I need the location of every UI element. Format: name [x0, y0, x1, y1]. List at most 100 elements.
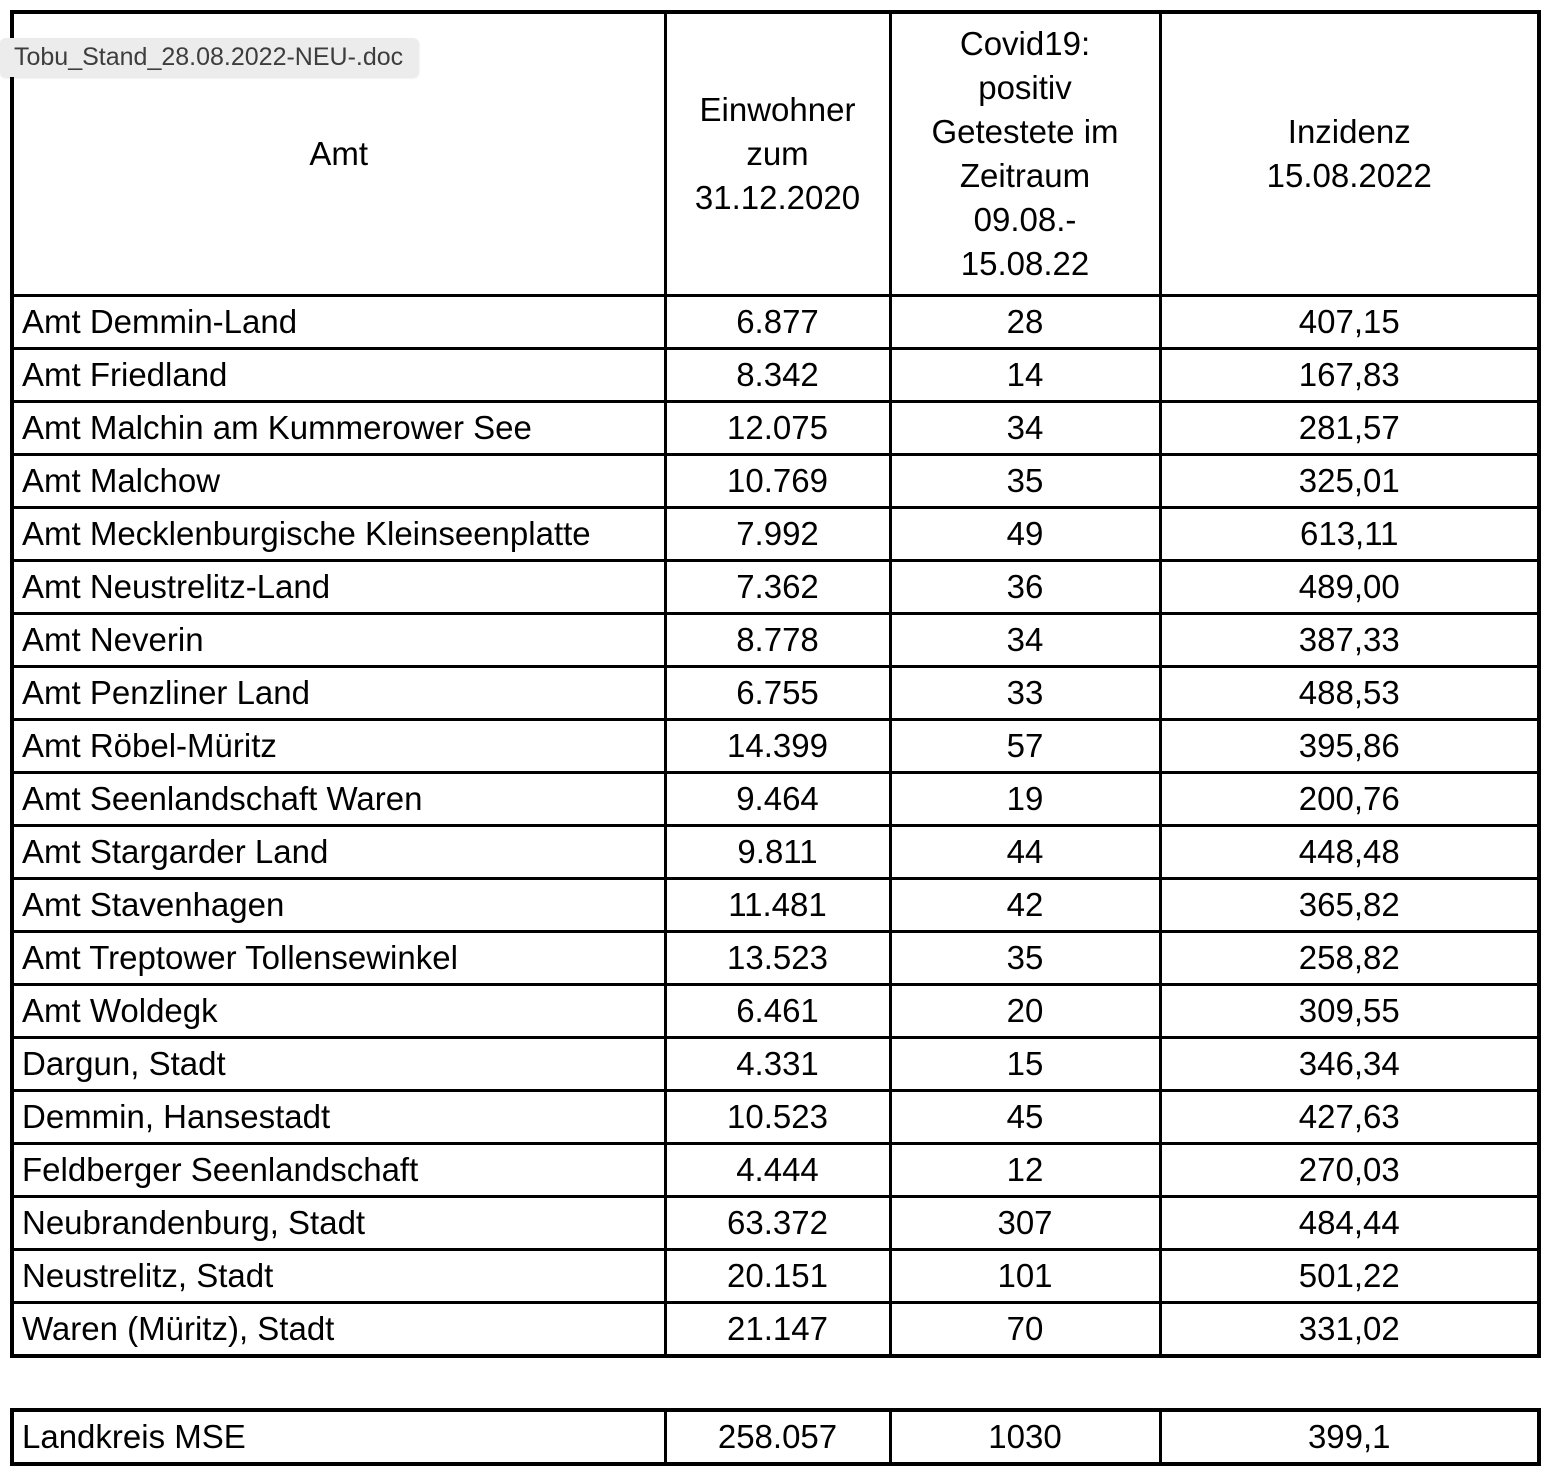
table-row: Amt Neustrelitz-Land 7.362 36 489,00	[10, 558, 1541, 615]
table-row: Neustrelitz, Stadt 20.151 101 501,22	[10, 1247, 1541, 1304]
positiv-cell: 35	[888, 452, 1162, 509]
table-row: Waren (Müritz), Stadt 21.147 70 331,02	[10, 1300, 1541, 1357]
amt-cell: Amt Neustrelitz-Land	[10, 558, 667, 615]
inzidenz-cell: 387,33	[1158, 611, 1541, 668]
einwohner-cell: 11.481	[663, 876, 892, 933]
table-row: Amt Röbel-Müritz 14.399 57 395,86	[10, 717, 1541, 774]
inzidenz-cell: 489,00	[1158, 558, 1541, 615]
einwohner-cell: 7.362	[663, 558, 892, 615]
header-positiv: Covid19: positiv Getestete im Zeitraum 0…	[888, 10, 1162, 297]
einwohner-cell: 9.464	[663, 770, 892, 827]
einwohner-cell: 6.877	[663, 293, 892, 350]
amt-cell: Amt Malchow	[10, 452, 667, 509]
amt-cell: Neustrelitz, Stadt	[10, 1247, 667, 1304]
einwohner-cell: 7.992	[663, 505, 892, 562]
amt-cell: Dargun, Stadt	[10, 1035, 667, 1092]
amt-cell: Amt Friedland	[10, 346, 667, 403]
positiv-cell: 36	[888, 558, 1162, 615]
inzidenz-cell: 484,44	[1158, 1194, 1541, 1251]
einwohner-cell: 10.769	[663, 452, 892, 509]
table-row: Feldberger Seenlandschaft 4.444 12 270,03	[10, 1141, 1541, 1198]
inzidenz-cell: 501,22	[1158, 1247, 1541, 1304]
table-row: Dargun, Stadt 4.331 15 346,34	[10, 1035, 1541, 1092]
inzidenz-cell: 309,55	[1158, 982, 1541, 1039]
incidence-table: Amt Einwohner zum 31.12.2020 Covid19: po…	[10, 10, 1541, 1358]
table-row: Amt Treptower Tollensewinkel 13.523 35 258,…	[10, 929, 1541, 986]
table-row: Amt Malchin am Kummerower See 12.075 34 281…	[10, 399, 1541, 456]
positiv-cell: 28	[888, 293, 1162, 350]
einwohner-cell: 8.778	[663, 611, 892, 668]
inzidenz-cell: 407,15	[1158, 293, 1541, 350]
summary-einwohner-cell: 258.057	[663, 1408, 892, 1466]
summary-table: Landkreis MSE 258.057 1030 399,1	[10, 1408, 1541, 1466]
einwohner-cell: 12.075	[663, 399, 892, 456]
inzidenz-cell: 448,48	[1158, 823, 1541, 880]
inzidenz-cell: 395,86	[1158, 717, 1541, 774]
amt-cell: Amt Röbel-Müritz	[10, 717, 667, 774]
table-row: Amt Woldegk 6.461 20 309,55	[10, 982, 1541, 1039]
amt-cell: Amt Treptower Tollensewinkel	[10, 929, 667, 986]
positiv-cell: 307	[888, 1194, 1162, 1251]
positiv-cell: 35	[888, 929, 1162, 986]
einwohner-cell: 63.372	[663, 1194, 892, 1251]
table-row: Amt Stavenhagen 11.481 42 365,82	[10, 876, 1541, 933]
positiv-cell: 12	[888, 1141, 1162, 1198]
inzidenz-cell: 325,01	[1158, 452, 1541, 509]
positiv-cell: 42	[888, 876, 1162, 933]
amt-cell: Amt Stavenhagen	[10, 876, 667, 933]
positiv-cell: 15	[888, 1035, 1162, 1092]
positiv-cell: 70	[888, 1300, 1162, 1357]
inzidenz-cell: 488,53	[1158, 664, 1541, 721]
amt-cell: Amt Malchin am Kummerower See	[10, 399, 667, 456]
inzidenz-cell: 200,76	[1158, 770, 1541, 827]
inzidenz-cell: 281,57	[1158, 399, 1541, 456]
inzidenz-cell: 365,82	[1158, 876, 1541, 933]
inzidenz-cell: 167,83	[1158, 346, 1541, 403]
inzidenz-cell: 270,03	[1158, 1141, 1541, 1198]
amt-cell: Neubrandenburg, Stadt	[10, 1194, 667, 1251]
positiv-cell: 34	[888, 399, 1162, 456]
table-row: Amt Stargarder Land 9.811 44 448,48	[10, 823, 1541, 880]
amt-cell: Amt Stargarder Land	[10, 823, 667, 880]
table-row: Amt Demmin-Land 6.877 28 407,15	[10, 293, 1541, 350]
amt-cell: Amt Mecklenburgische Kleinseenplatte	[10, 505, 667, 562]
table-row: Amt Friedland 8.342 14 167,83	[10, 346, 1541, 403]
positiv-cell: 33	[888, 664, 1162, 721]
table-row: Amt Neverin 8.778 34 387,33	[10, 611, 1541, 668]
positiv-cell: 20	[888, 982, 1162, 1039]
header-einwohner: Einwohner zum 31.12.2020	[663, 10, 892, 297]
einwohner-cell: 14.399	[663, 717, 892, 774]
amt-cell: Waren (Müritz), Stadt	[10, 1300, 667, 1357]
positiv-cell: 19	[888, 770, 1162, 827]
einwohner-cell: 21.147	[663, 1300, 892, 1357]
header-inzidenz: Inzidenz 15.08.2022	[1158, 10, 1541, 297]
einwohner-cell: 8.342	[663, 346, 892, 403]
filename-tooltip: Tobu_Stand_28.08.2022-NEU-.doc	[0, 38, 420, 77]
positiv-cell: 57	[888, 717, 1162, 774]
summary-positiv-cell: 1030	[888, 1408, 1162, 1466]
einwohner-cell: 4.444	[663, 1141, 892, 1198]
einwohner-cell: 10.523	[663, 1088, 892, 1145]
einwohner-cell: 6.461	[663, 982, 892, 1039]
table-row: Amt Penzliner Land 6.755 33 488,53	[10, 664, 1541, 721]
table-row: Amt Seenlandschaft Waren 9.464 19 200,76	[10, 770, 1541, 827]
summary-inzidenz-cell: 399,1	[1158, 1408, 1541, 1466]
positiv-cell: 49	[888, 505, 1162, 562]
inzidenz-cell: 331,02	[1158, 1300, 1541, 1357]
table-row: Amt Malchow 10.769 35 325,01	[10, 452, 1541, 509]
summary-name-cell: Landkreis MSE	[10, 1408, 667, 1466]
inzidenz-cell: 613,11	[1158, 505, 1541, 562]
amt-cell: Feldberger Seenlandschaft	[10, 1141, 667, 1198]
table-row: Demmin, Hansestadt 10.523 45 427,63	[10, 1088, 1541, 1145]
summary-row: Landkreis MSE 258.057 1030 399,1	[10, 1408, 1541, 1466]
einwohner-cell: 9.811	[663, 823, 892, 880]
positiv-cell: 101	[888, 1247, 1162, 1304]
inzidenz-cell: 346,34	[1158, 1035, 1541, 1092]
einwohner-cell: 20.151	[663, 1247, 892, 1304]
table-row: Amt Mecklenburgische Kleinseenplatte 7.99…	[10, 505, 1541, 562]
positiv-cell: 14	[888, 346, 1162, 403]
table-row: Neubrandenburg, Stadt 63.372 307 484,44	[10, 1194, 1541, 1251]
amt-cell: Amt Woldegk	[10, 982, 667, 1039]
table-body: Amt Demmin-Land 6.877 28 407,15 Amt Friedlan…	[10, 293, 1541, 1357]
